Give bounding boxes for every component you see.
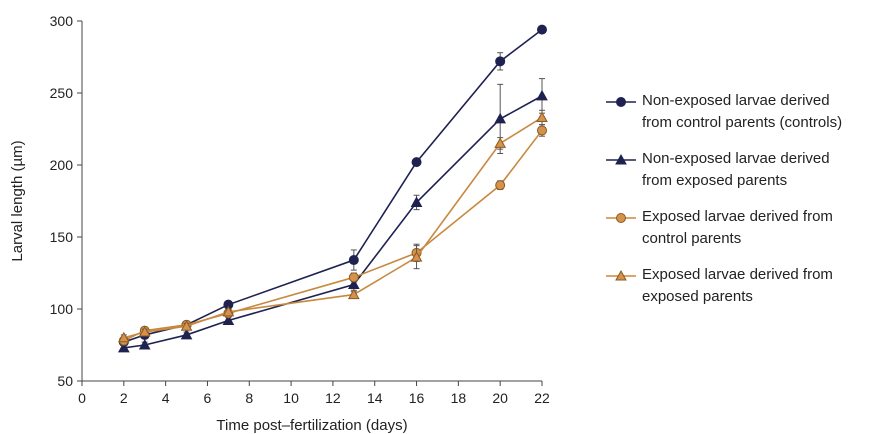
series-0: [118, 24, 547, 348]
legend-item: Exposed larvae derived from exposed pare…: [606, 264, 886, 322]
series-line: [123, 29, 543, 343]
data-point: [411, 157, 422, 168]
x-tick-label: 4: [162, 390, 170, 406]
series-line: [123, 116, 543, 339]
data-point: [537, 24, 547, 35]
data-point: [222, 314, 235, 326]
x-axis-label: Time post–fertilization (days): [216, 417, 407, 434]
data-point: [117, 341, 130, 353]
x-tick-label: 16: [409, 390, 425, 406]
x-tick-label: 8: [245, 390, 253, 406]
data-point: [117, 331, 130, 343]
data-point: [495, 56, 506, 67]
y-tick-label: 200: [50, 157, 74, 173]
legend-marker-triangle-orange: [606, 269, 636, 281]
y-axis-label: Larval length (µm): [9, 140, 26, 261]
legend-label: Non-exposed larvae derived from exposed …: [642, 150, 830, 189]
legend-marker-triangle-navy: [606, 153, 636, 165]
series-3: [117, 109, 548, 343]
data-point: [536, 89, 548, 101]
y-tick-label: 300: [50, 13, 74, 29]
x-tick-label: 12: [325, 390, 341, 406]
line-chart: 50 100 150 200 250 300 0 2 4 6 8 10 12 14 16 18 20 22 Time…: [9, 13, 550, 434]
data-point: [347, 288, 360, 300]
x-tick-label: 22: [534, 390, 550, 406]
x-tick-label: 0: [78, 390, 86, 406]
series-2: [118, 124, 547, 346]
legend-marker-circle-orange: [606, 213, 636, 223]
legend-label: Non-exposed larvae derived from control …: [642, 92, 843, 131]
series-line: [123, 95, 543, 349]
data-point: [494, 137, 507, 148]
x-tick-label: 6: [204, 390, 212, 406]
data-point: [494, 112, 507, 124]
data-point: [180, 320, 193, 331]
y-tick-label: 250: [50, 85, 74, 101]
data-point: [495, 180, 506, 191]
legend-item: Non-exposed larvae derived from exposed …: [606, 148, 886, 206]
data-point: [347, 278, 360, 290]
legend-label: Exposed larvae derived from exposed pare…: [642, 266, 833, 305]
legend: Non-exposed larvae derived from control …: [606, 90, 886, 322]
data-point: [138, 338, 151, 350]
y-tick-label: 100: [50, 301, 74, 317]
data-point: [180, 328, 193, 340]
data-point: [138, 326, 151, 337]
data-point: [536, 111, 548, 122]
x-tick-label: 18: [451, 390, 467, 406]
y-tick-label: 150: [50, 229, 74, 245]
series-1: [117, 78, 548, 353]
data-point: [348, 255, 359, 266]
legend-item: Exposed larvae derived from control pare…: [606, 206, 886, 264]
series-line: [123, 129, 543, 342]
data-point: [410, 196, 423, 207]
legend-label: Exposed larvae derived from control pare…: [642, 208, 833, 247]
data-point: [410, 251, 423, 262]
data-point: [537, 125, 547, 136]
y-tick-label: 50: [57, 373, 73, 389]
data-point: [222, 305, 235, 317]
x-tick-label: 2: [120, 390, 128, 406]
data-point: [348, 272, 359, 283]
x-tick-label: 20: [492, 390, 508, 406]
x-tick-label: 14: [367, 390, 383, 406]
legend-marker-circle-navy: [606, 97, 636, 107]
legend-item: Non-exposed larvae derived from control …: [606, 90, 886, 148]
x-tick-label: 10: [283, 390, 299, 406]
